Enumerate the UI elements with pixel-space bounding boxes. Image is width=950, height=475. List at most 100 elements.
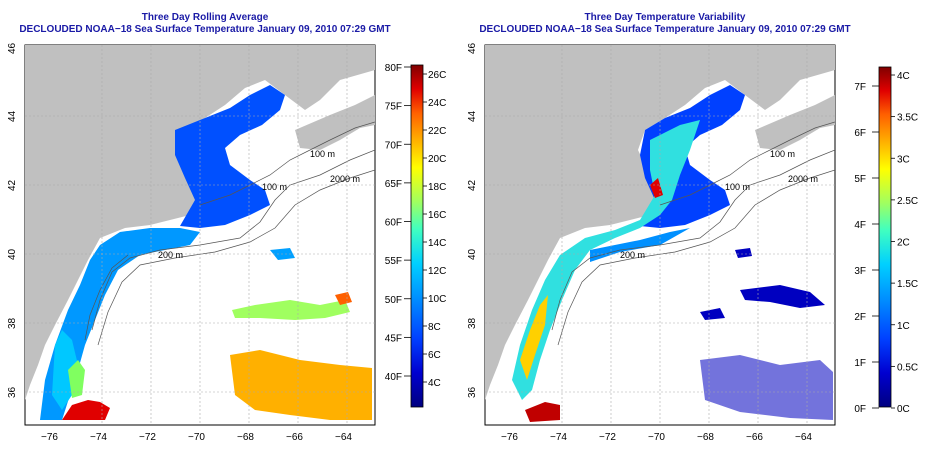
right-map-title: Three Day Temperature Variability	[584, 12, 746, 23]
left-lat-tick: 36	[7, 386, 18, 398]
left-colorbar-gradient	[410, 64, 424, 408]
left-colorbar-f-label: 50F	[385, 295, 402, 306]
right-lat-tick: 42	[467, 179, 478, 191]
left-colorbar-f-label: 60F	[385, 218, 402, 229]
right-lat-tick: 46	[467, 42, 478, 54]
left-contour-50m	[84, 254, 129, 341]
right-map-subtitle: DECLOUDED NOAA−18 Sea Surface Temperatur…	[479, 24, 851, 35]
right-colorbar-c-label: 4C	[897, 71, 910, 82]
left-land-mainland	[25, 45, 375, 400]
left-land-novascotia	[295, 95, 375, 150]
right-lon-tick: −68	[697, 432, 714, 443]
left-lon-tick: −74	[90, 432, 107, 443]
right-lon-tick: −64	[795, 432, 812, 443]
right-lon-tick: −76	[501, 432, 518, 443]
left-map-subtitle: DECLOUDED NOAA−18 Sea Surface Temperatur…	[19, 24, 391, 35]
right-colorbar-f-label: 4F	[854, 220, 866, 231]
right-lat-tick: 36	[467, 386, 478, 398]
right-contour-2000m	[557, 169, 835, 346]
right-contour-200m	[551, 149, 835, 331]
right-lon-tick: −66	[746, 432, 763, 443]
right-lon-tick: −72	[599, 432, 616, 443]
right-lat-tick: 40	[467, 248, 478, 260]
right-lat-tick: 44	[467, 110, 478, 122]
left-grid	[25, 45, 375, 425]
left-colorbar-c-label: 16C	[428, 210, 446, 221]
left-lon-tick: −68	[237, 432, 254, 443]
right-var-shelf	[590, 228, 690, 262]
left-contour-200m	[91, 149, 375, 331]
right-contour-label-200m: 200 m	[620, 250, 645, 260]
left-lat-tick: 44	[7, 110, 18, 122]
left-contour-label-2000m: 2000 m	[330, 174, 360, 184]
right-colorbar-gradient	[878, 66, 892, 408]
left-colorbar-c-label: 14C	[428, 238, 446, 249]
right-colorbar-f-label: 5F	[854, 174, 866, 185]
right-colorbar-f-label: 2F	[854, 312, 866, 323]
right-colorbar-c-label: 1.5C	[897, 279, 918, 290]
left-colorbar-c-label: 12C	[428, 266, 446, 277]
left-map-title: Three Day Rolling Average	[141, 12, 269, 23]
right-lon-tick: −70	[648, 432, 665, 443]
left-colorbar: 80F 75F 70F 65F 60F 55F 50F 45F 40F 26C 24C 22C 20C…	[385, 63, 446, 408]
right-var-offshore-3	[700, 355, 833, 420]
left-map: 100 m 100 m 2000 m 200 m −76 −74 −72 −70…	[7, 42, 376, 443]
right-colorbar-f-label: 7F	[854, 82, 866, 93]
left-contour-label-100m-b: 100 m	[262, 182, 287, 192]
left-sst-offshore-warm	[335, 292, 352, 305]
left-colorbar-c-label: 22C	[428, 126, 446, 137]
right-lon-ticks: −76 −74 −72 −70 −68 −66 −64	[501, 432, 812, 443]
left-colorbar-f-label: 75F	[385, 102, 402, 113]
left-sst-south-warm	[230, 350, 372, 420]
right-contour-label-2000m: 2000 m	[788, 174, 818, 184]
right-colorbar-f-label: 3F	[854, 266, 866, 277]
left-colorbar-f-label: 55F	[385, 256, 402, 267]
right-var-band	[512, 120, 700, 400]
right-contour-label-100m-b: 100 m	[725, 182, 750, 192]
left-colorbar-f-label: 80F	[385, 63, 402, 74]
left-lon-tick: −64	[335, 432, 352, 443]
left-lon-ticks: −76 −74 −72 −70 −68 −66 −64	[41, 432, 352, 443]
right-var-offshore-2	[740, 285, 825, 308]
right-colorbar-c-label: 3C	[897, 154, 910, 165]
left-colorbar-c-label: 10C	[428, 294, 446, 305]
right-lat-tick: 38	[467, 317, 478, 329]
right-colorbar-c-label: 2C	[897, 238, 910, 249]
right-colorbar-c-label: 2.5C	[897, 196, 918, 207]
left-colorbar-f-label: 65F	[385, 179, 402, 190]
left-colorbar-f-label: 45F	[385, 333, 402, 344]
right-grid	[485, 45, 835, 425]
left-lon-tick: −70	[188, 432, 205, 443]
right-colorbar-c-label: 0.5C	[897, 362, 918, 373]
left-sst-warm-green	[68, 360, 85, 398]
left-colorbar-c-label: 18C	[428, 182, 446, 193]
left-lat-tick: 38	[7, 317, 18, 329]
right-colorbar-f-label: 1F	[854, 358, 866, 369]
left-lat-tick: 40	[7, 248, 18, 260]
left-sst-offshore-patch	[232, 300, 350, 320]
left-sst-gulfstream	[62, 400, 110, 420]
right-colorbar-f-label: 0F	[854, 404, 866, 415]
left-contour-2000m	[97, 169, 375, 346]
right-var-offshore-4	[735, 248, 752, 258]
right-var-warm	[520, 295, 548, 380]
left-land-longisland	[125, 212, 175, 224]
left-colorbar-f-label: 40F	[385, 372, 402, 383]
left-sst-gulfofmaine	[175, 85, 285, 228]
left-contour-label-200m: 200 m	[158, 250, 183, 260]
right-contour-label-100m-a: 100 m	[770, 149, 795, 159]
right-land-mainland	[485, 45, 835, 400]
left-colorbar-f-label: 70F	[385, 140, 402, 151]
left-colorbar-c-label: 8C	[428, 322, 441, 333]
right-var-offshore-1	[700, 308, 725, 320]
left-contour-100m	[199, 121, 375, 206]
left-lat-ticks: 46 44 42 40 38 36	[7, 42, 18, 398]
left-contour-label-100m-a: 100 m	[310, 149, 335, 159]
left-colorbar-c-label: 20C	[428, 154, 446, 165]
right-colorbar-c-label: 0C	[897, 404, 910, 415]
right-colorbar-c-label: 1C	[897, 321, 910, 332]
right-colorbar-c-label: 3.5C	[897, 113, 918, 124]
left-colorbar-c-label: 24C	[428, 98, 446, 109]
left-lat-tick: 42	[7, 179, 18, 191]
